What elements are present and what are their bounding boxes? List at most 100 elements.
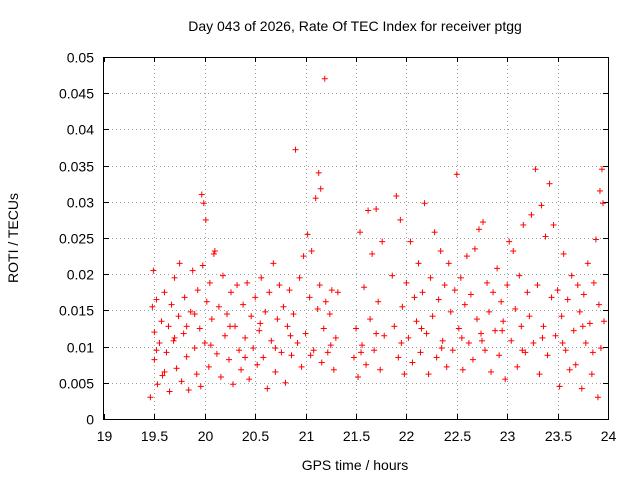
x-tick-label: 21	[299, 428, 315, 444]
x-tick-label: 23.5	[545, 428, 572, 444]
data-point	[327, 342, 334, 349]
data-point	[377, 366, 384, 373]
y-tick-label: 0.02	[67, 267, 94, 283]
data-point	[498, 298, 505, 305]
data-point	[418, 325, 425, 332]
data-point	[270, 260, 277, 267]
grid	[104, 57, 608, 419]
data-point	[516, 272, 523, 279]
data-point	[548, 294, 555, 301]
data-point	[559, 339, 566, 346]
data-point	[417, 349, 424, 356]
data-point	[153, 347, 160, 354]
data-point	[514, 363, 521, 370]
data-point	[389, 272, 396, 279]
data-point	[473, 316, 480, 323]
data-point	[250, 345, 257, 352]
data-point	[482, 347, 489, 354]
data-point	[465, 339, 472, 346]
data-point	[280, 303, 287, 310]
data-point	[254, 361, 261, 368]
data-point	[544, 352, 551, 359]
data-point	[181, 294, 188, 301]
x-tick-label: 20.5	[242, 428, 269, 444]
data-point	[407, 238, 414, 245]
data-point	[534, 282, 541, 289]
data-point	[598, 166, 605, 173]
data-point	[248, 313, 255, 320]
data-point	[203, 298, 210, 305]
data-point	[467, 291, 474, 298]
data-point	[431, 229, 438, 236]
data-point	[528, 211, 535, 218]
data-point	[310, 347, 317, 354]
data-point	[599, 200, 606, 207]
data-point	[449, 347, 456, 354]
data-point	[316, 282, 323, 289]
data-point	[272, 345, 279, 352]
x-tick-label: 22	[399, 428, 415, 444]
data-point	[558, 313, 565, 320]
data-point	[161, 368, 168, 375]
data-point	[312, 195, 319, 202]
data-point	[205, 363, 212, 370]
y-tick-label: 0.01	[67, 340, 94, 356]
data-point	[221, 332, 228, 339]
data-point	[151, 329, 158, 336]
data-point	[363, 361, 370, 368]
data-point	[532, 166, 539, 173]
data-point	[391, 323, 398, 330]
data-point	[278, 349, 285, 356]
data-point	[328, 287, 335, 294]
data-point	[453, 171, 460, 178]
data-point	[441, 282, 448, 289]
data-point	[225, 356, 232, 363]
data-point	[461, 301, 468, 308]
data-point	[290, 311, 297, 318]
data-point	[178, 378, 185, 385]
data-point	[189, 267, 196, 274]
data-point	[518, 323, 525, 330]
data-point	[176, 260, 183, 267]
data-point	[512, 305, 519, 312]
data-point	[538, 202, 545, 209]
data-point	[425, 371, 432, 378]
data-point	[455, 325, 462, 332]
data-point	[401, 371, 408, 378]
x-tick-label: 19	[97, 428, 113, 444]
data-point	[171, 274, 178, 281]
data-point	[210, 250, 217, 257]
data-point	[542, 233, 549, 240]
x-tick-label: 21.5	[343, 428, 370, 444]
data-point	[508, 337, 515, 344]
data-point	[397, 216, 404, 223]
data-point	[439, 337, 446, 344]
data-point	[469, 356, 476, 363]
data-point	[211, 248, 218, 255]
data-point	[156, 339, 163, 346]
data-point	[197, 383, 204, 390]
data-point	[228, 289, 235, 296]
data-point	[332, 334, 339, 341]
data-point	[471, 245, 478, 252]
data-point	[398, 339, 405, 346]
data-point	[490, 289, 497, 296]
data-point	[530, 339, 537, 346]
data-point	[264, 385, 271, 392]
data-point	[353, 325, 359, 332]
data-point	[294, 339, 301, 346]
data-point	[576, 308, 583, 315]
data-point	[588, 371, 595, 378]
data-point	[317, 185, 324, 192]
data-point	[161, 289, 168, 296]
data-point	[298, 363, 305, 370]
data-point	[199, 262, 206, 269]
data-point	[438, 345, 445, 352]
data-point	[238, 366, 245, 373]
data-point	[419, 289, 426, 296]
data-point	[477, 330, 484, 337]
data-point	[282, 379, 289, 386]
data-point	[369, 250, 376, 257]
data-point	[539, 334, 546, 341]
data-point	[457, 274, 464, 281]
